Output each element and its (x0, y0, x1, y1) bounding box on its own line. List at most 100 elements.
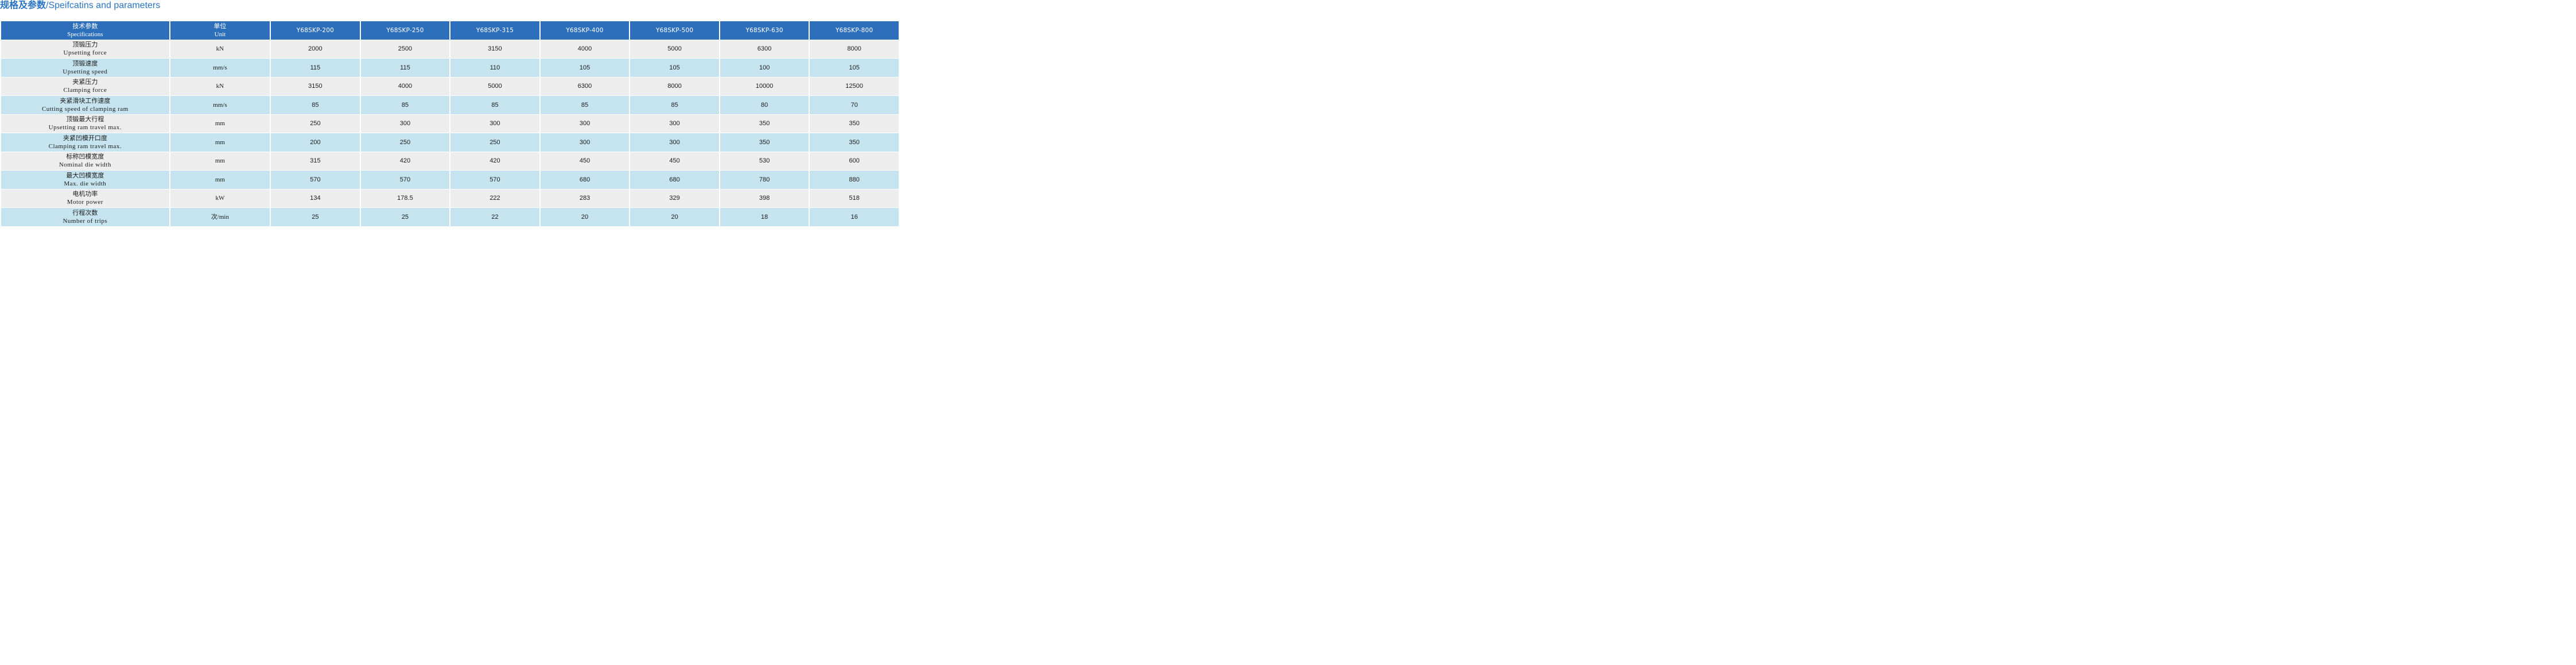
value-cell: 2500 (360, 40, 450, 58)
spec-name-cell: 夹紧凹模开口度 Clamping ram travel max. (1, 133, 169, 152)
value-cell: 85 (271, 96, 360, 114)
spec-name-zh: 顶锻压力 (72, 41, 98, 49)
spec-name-en: Clamping ram travel max. (48, 142, 122, 150)
value-cell: 8000 (810, 40, 899, 58)
title-english: /Speifcatins and parameters (46, 1, 161, 10)
header-unit: 单位 Unit (170, 21, 270, 40)
spec-name-en: Upsetting ram travel max. (48, 124, 122, 132)
value-cell: 315 (271, 152, 360, 170)
value-cell: 6300 (540, 77, 630, 95)
value-cell: 300 (360, 114, 450, 133)
value-cell: 85 (540, 96, 630, 114)
value-cell: 450 (630, 152, 719, 170)
spec-name-cell: 顶锻最大行程 Upsetting ram travel max. (1, 114, 169, 133)
value-cell: 350 (720, 114, 809, 133)
header-model: Y68SKP-800 (810, 21, 899, 40)
value-cell: 85 (360, 96, 450, 114)
value-cell: 398 (720, 189, 809, 207)
value-cell: 6300 (720, 40, 809, 58)
value-cell: 100 (720, 59, 809, 77)
spec-name-en: Upsetting force (63, 49, 107, 57)
value-cell: 570 (271, 171, 360, 189)
value-cell: 20 (630, 208, 719, 226)
unit-cell: kN (170, 77, 270, 95)
spec-name-zh: 最大凹模宽度 (66, 172, 104, 179)
value-cell: 16 (810, 208, 899, 226)
value-cell: 350 (810, 133, 899, 152)
header-specifications-zh: 技术参数 (72, 22, 98, 30)
table-header: 技术参数 Specifications 单位 Unit Y68SKP-200 Y… (1, 21, 899, 40)
table-row: 顶锻速度 Upsetting speed mm/s 115 115 110 105 105 10… (1, 59, 899, 77)
spec-name-cell: 顶锻压力 Upsetting force (1, 40, 169, 58)
unit-cell: kW (170, 189, 270, 207)
specifications-table: 技术参数 Specifications 单位 Unit Y68SKP-200 Y… (0, 21, 900, 227)
spec-name-cell: 顶锻速度 Upsetting speed (1, 59, 169, 77)
unit-cell: kN (170, 40, 270, 58)
header-unit-zh: 单位 (213, 22, 227, 30)
value-cell: 3150 (450, 40, 539, 58)
unit-cell: 次/min (170, 208, 270, 226)
value-cell: 420 (450, 152, 539, 170)
value-cell: 300 (630, 133, 719, 152)
value-cell: 518 (810, 189, 899, 207)
header-unit-en: Unit (214, 30, 226, 38)
value-cell: 115 (360, 59, 450, 77)
spec-name-zh: 夹紧压力 (72, 79, 98, 86)
spec-name-zh: 行程次数 (72, 209, 98, 216)
spec-name-en: Cutting speed of clamping ram (41, 105, 129, 113)
value-cell: 250 (271, 114, 360, 133)
value-cell: 4000 (360, 77, 450, 95)
spec-name-en: Motor power (67, 199, 103, 206)
header-model: Y68SKP-400 (540, 21, 630, 40)
value-cell: 300 (540, 114, 630, 133)
value-cell: 105 (810, 59, 899, 77)
spec-name-cell: 最大凹模宽度 Max. die width (1, 171, 169, 189)
spec-name-zh: 顶锻最大行程 (66, 116, 104, 123)
value-cell: 20 (540, 208, 630, 226)
value-cell: 12500 (810, 77, 899, 95)
table-row: 行程次数 Number of trips 次/min 25 25 22 20 20 18 16 (1, 208, 899, 226)
value-cell: 4000 (540, 40, 630, 58)
table-row: 顶锻最大行程 Upsetting ram travel max. mm 250 300 3… (1, 114, 899, 133)
value-cell: 178.5 (360, 189, 450, 207)
spec-name-en: Nominal die width (59, 161, 111, 169)
header-model: Y68SKP-500 (630, 21, 719, 40)
value-cell: 70 (810, 96, 899, 114)
value-cell: 5000 (450, 77, 539, 95)
value-cell: 105 (540, 59, 630, 77)
table-row: 最大凹模宽度 Max. die width mm 570 570 570 680 680 780… (1, 171, 899, 189)
unit-cell: mm (170, 133, 270, 152)
value-cell: 2000 (271, 40, 360, 58)
value-cell: 222 (450, 189, 539, 207)
value-cell: 600 (810, 152, 899, 170)
value-cell: 8000 (630, 77, 719, 95)
spec-name-zh: 电机功率 (72, 191, 98, 198)
page-title: 规格及参数/Speifcatins and parameters (0, 0, 160, 11)
value-cell: 134 (271, 189, 360, 207)
header-model: Y68SKP-630 (720, 21, 809, 40)
value-cell: 283 (540, 189, 630, 207)
spec-name-zh: 顶锻速度 (72, 60, 98, 67)
value-cell: 250 (450, 133, 539, 152)
table-row: 夹紧凹模开口度 Clamping ram travel max. mm 200 250 2… (1, 133, 899, 152)
header-model: Y68SKP-250 (360, 21, 450, 40)
spec-name-zh: 夹紧凹模开口度 (63, 134, 107, 142)
spec-name-cell: 行程次数 Number of trips (1, 208, 169, 226)
value-cell: 300 (450, 114, 539, 133)
value-cell: 25 (360, 208, 450, 226)
title-chinese: 规格及参数 (0, 1, 46, 10)
unit-cell: mm (170, 114, 270, 133)
value-cell: 250 (360, 133, 450, 152)
value-cell: 22 (450, 208, 539, 226)
value-cell: 25 (271, 208, 360, 226)
table-row: 标称凹模宽度 Nominal die width mm 315 420 420 450 450… (1, 152, 899, 170)
value-cell: 18 (720, 208, 809, 226)
value-cell: 350 (810, 114, 899, 133)
table-row: 夹紧滑块工作速度 Cutting speed of clamping ram mm/… (1, 96, 899, 114)
value-cell: 780 (720, 171, 809, 189)
value-cell: 85 (450, 96, 539, 114)
value-cell: 300 (540, 133, 630, 152)
value-cell: 10000 (720, 77, 809, 95)
value-cell: 680 (630, 171, 719, 189)
value-cell: 420 (360, 152, 450, 170)
